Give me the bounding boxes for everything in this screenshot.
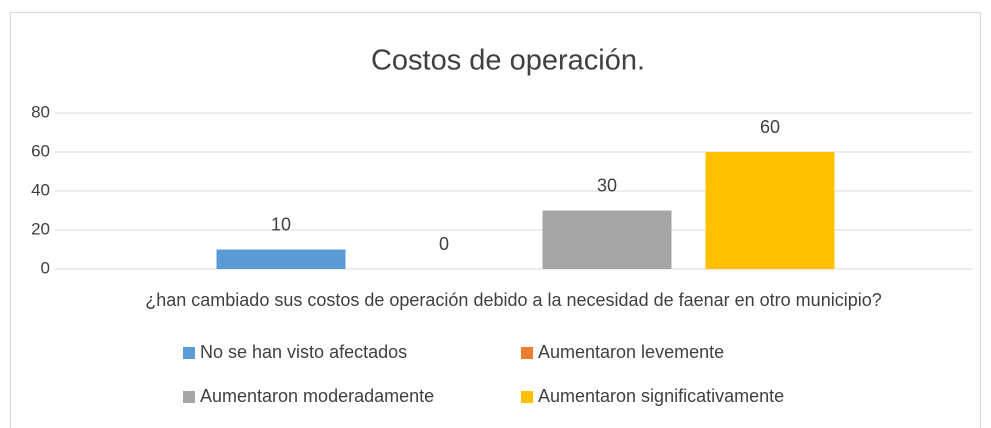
bar — [705, 152, 835, 269]
y-tick-label: 0 — [41, 258, 50, 277]
data-label: 10 — [271, 214, 291, 234]
data-label: 30 — [597, 175, 617, 195]
legend-swatch — [183, 347, 195, 359]
chart-title: Costos de operación. — [371, 45, 645, 77]
x-tick-label: ¿han cambiado sus costos de operación de… — [145, 290, 881, 310]
y-tick-label: 20 — [31, 219, 50, 238]
bar — [216, 249, 346, 269]
legend-swatch — [183, 391, 195, 403]
legend-label: No se han visto afectados — [200, 342, 407, 362]
bar — [542, 210, 672, 269]
y-tick-label: 80 — [31, 102, 50, 121]
legend-label: Aumentaron significativamente — [538, 386, 784, 406]
legend-swatch — [521, 347, 533, 359]
y-tick-label: 60 — [31, 141, 50, 160]
legend-swatch — [521, 391, 533, 403]
y-tick-label: 40 — [31, 180, 50, 199]
legend-label: Aumentaron moderadamente — [200, 386, 434, 406]
legend-label: Aumentaron levemente — [538, 342, 724, 362]
data-label: 60 — [760, 117, 780, 137]
data-label: 0 — [439, 234, 449, 254]
